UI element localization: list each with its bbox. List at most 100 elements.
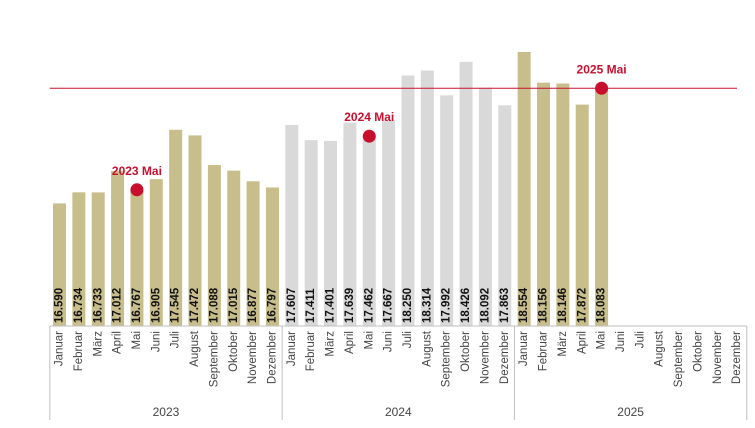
data-label-2024-4: 17.462: [363, 288, 375, 323]
data-label-2025-3: 17.872: [576, 288, 588, 323]
month-tick-label-2025-6: Juli: [634, 331, 646, 348]
bar-2023-11: [265, 187, 279, 326]
month-tick-label-2024-6: Juli: [402, 331, 414, 348]
month-tick-label-2024-4: Mai: [363, 331, 375, 350]
month-tick-label-2025-8: September: [673, 331, 685, 387]
data-label-2024-8: 17.992: [441, 288, 453, 323]
month-tick-label-2024-9: Oktober: [460, 331, 472, 372]
month-tick-label-2023-6: Juli: [170, 331, 182, 348]
data-label-2024-3: 17.639: [344, 288, 356, 323]
bar-2023-3: [111, 170, 125, 326]
month-tick-label-2024-11: Dezember: [499, 331, 511, 384]
month-tick-label-2025-5: Juni: [615, 331, 627, 352]
highlight-point-0: [130, 183, 144, 197]
data-label-2025-4: 18.083: [596, 288, 608, 323]
highlight-point-1: [362, 129, 376, 143]
year-label-2023: 2023: [153, 405, 180, 419]
data-label-2024-11: 17.863: [499, 288, 511, 323]
month-tick-label-2025-9: Oktober: [692, 331, 704, 372]
month-tick-label-2025-0: Januar: [518, 331, 530, 366]
data-label-2023-8: 17.088: [208, 287, 220, 323]
bar-2023-7: [188, 135, 202, 326]
month-tick-label-2023-5: Juni: [150, 331, 162, 352]
bar-2024-10: [478, 87, 492, 327]
bar-2025-1: [537, 82, 550, 327]
month-tick-label-2025-3: April: [576, 331, 588, 354]
bar-2024-7: [420, 70, 434, 326]
month-tick-label-2025-11: Dezember: [731, 331, 743, 384]
month-tick-label-2025-1: Februar: [538, 331, 550, 371]
month-tick-label-2023-8: September: [208, 331, 220, 387]
bar-2024-8: [440, 95, 454, 326]
bar-2024-6: [401, 75, 415, 326]
bar-2023-9: [227, 170, 241, 326]
data-label-2024-5: 17.667: [383, 288, 395, 323]
month-tick-label-2024-5: Juni: [383, 331, 395, 352]
month-tick-label-2025-7: August: [654, 330, 666, 367]
month-tick-label-2024-3: April: [344, 331, 356, 354]
bar-2024-9: [459, 61, 473, 327]
bar-2024-3: [343, 122, 357, 326]
bar-2024-11: [498, 105, 512, 327]
month-tick-label-2024-7: August: [421, 330, 433, 367]
bar-2025-3: [575, 104, 589, 326]
month-tick-label-2025-2: März: [557, 331, 569, 357]
data-label-2024-1: 17.411: [305, 288, 317, 323]
month-tick-label-2024-0: Januar: [286, 331, 298, 366]
month-tick-label-2025-10: November: [712, 331, 724, 384]
data-label-2023-1: 16.734: [73, 287, 85, 323]
bar-2023-8: [207, 165, 221, 326]
data-label-2024-0: 17.607: [286, 288, 298, 323]
data-label-2023-7: 17.472: [189, 288, 201, 323]
data-label-2024-2: 17.401: [325, 287, 337, 323]
data-label-2025-2: 18.146: [557, 288, 569, 323]
data-label-2025-0: 18.554: [518, 287, 530, 323]
bar-2023-6: [169, 129, 183, 326]
bar-2024-5: [382, 120, 396, 326]
month-tick-label-2024-8: September: [441, 331, 453, 387]
data-label-2023-2: 16.733: [92, 288, 104, 323]
bars-layer: [53, 52, 609, 327]
bar-2023-5: [149, 179, 163, 326]
highlight-point-2: [595, 81, 609, 95]
data-label-2023-3: 17.012: [112, 288, 124, 323]
month-tick-label-2023-1: Februar: [73, 331, 85, 371]
bar-2023-2: [91, 192, 105, 326]
month-tick-label-2025-4: Mai: [596, 331, 608, 350]
data-label-2024-7: 18.314: [421, 287, 433, 323]
bar-2025-2: [556, 83, 570, 327]
month-tick-label-2023-9: Oktober: [228, 331, 240, 372]
month-tick-label-2023-11: Dezember: [266, 331, 278, 384]
data-label-2023-9: 17.015: [228, 287, 240, 323]
bar-2024-4: [362, 136, 376, 326]
annotation-label-2: 2025 Mai: [577, 62, 627, 76]
data-label-2023-6: 17.545: [170, 287, 182, 323]
month-tick-label-2023-2: März: [92, 331, 104, 357]
data-label-2025-1: 18.156: [538, 288, 550, 323]
value-labels-layer: 16.590 16.734 16.733 17.012 16.767 16.905 17.5…: [54, 287, 608, 323]
bar-2023-10: [246, 181, 260, 326]
year-label-2025: 2025: [617, 405, 644, 419]
data-label-2023-11: 16.797: [266, 288, 278, 323]
month-tick-label-2023-7: August: [189, 330, 201, 367]
bar-2024-0: [285, 125, 299, 326]
x-axis: Januar Februar März April Mai Juni Juli August S…: [49, 325, 748, 420]
annotations-layer: 2023 Mai 2024 Mai 2025 Mai: [112, 62, 627, 197]
bar-2024-1: [304, 140, 318, 326]
bar-2023-0: [53, 203, 66, 326]
bar-2024-2: [324, 140, 338, 326]
year-label-2024: 2024: [385, 405, 412, 419]
data-label-2023-5: 16.905: [150, 287, 162, 323]
bar-2023-4: [130, 189, 144, 326]
month-tick-label-2024-1: Februar: [305, 331, 317, 371]
month-tick-label-2023-10: November: [247, 331, 259, 384]
month-tick-label-2023-3: April: [112, 331, 124, 354]
data-label-2023-0: 16.590: [54, 288, 66, 323]
bar-2025-4: [595, 88, 609, 326]
annotation-label-1: 2024 Mai: [344, 110, 394, 124]
month-tick-label-2024-2: März: [325, 331, 337, 357]
data-label-2024-10: 18.092: [479, 288, 491, 323]
bar-2025-0: [517, 52, 531, 326]
bar-2023-1: [72, 192, 86, 326]
